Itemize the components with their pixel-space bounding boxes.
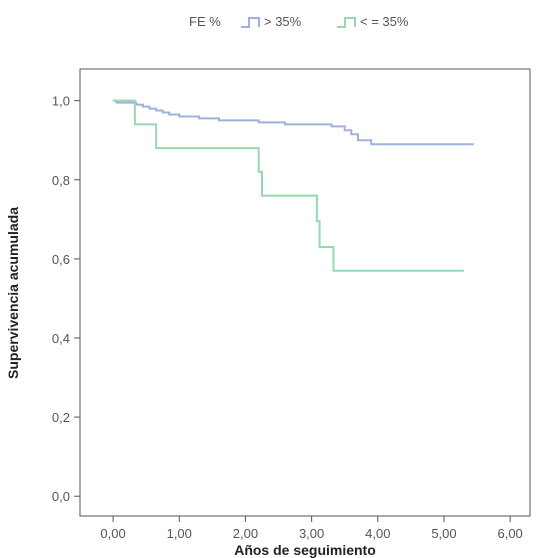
x-tick-label: 4,00 xyxy=(365,526,390,541)
y-tick-label: 0,6 xyxy=(52,252,70,267)
series-line-2 xyxy=(113,99,464,272)
y-tick-label: 0,8 xyxy=(52,173,70,188)
x-tick-label: 2,00 xyxy=(233,526,258,541)
plot-frame xyxy=(79,68,531,517)
x-tick-label: 5,00 xyxy=(431,526,456,541)
legend: FE % > 35% < = 35% xyxy=(189,14,409,29)
x-axis-title: Años de seguimiento xyxy=(234,542,376,558)
legend-title: FE % xyxy=(189,14,221,29)
y-tick-label: 1,0 xyxy=(52,94,70,109)
x-tick-label: 6,00 xyxy=(497,526,522,541)
y-axis-title: Supervivencia acumulada xyxy=(5,207,21,379)
legend-label-1: > 35% xyxy=(264,14,302,29)
y-tick-label: 0,2 xyxy=(52,410,70,425)
y-tick-label: 0,4 xyxy=(52,331,70,346)
y-tick-label: 0,0 xyxy=(52,489,70,504)
x-tick-label: 1,00 xyxy=(167,526,192,541)
y-axis-ticks: 0,0 0,2 0,4 0,6 0,8 1,0 xyxy=(52,94,80,504)
x-axis-ticks: 0,00 1,00 2,00 3,00 4,00 5,00 6,00 xyxy=(100,516,523,541)
x-tick-label: 0,00 xyxy=(100,526,125,541)
legend-items: > 35% < = 35% xyxy=(241,14,409,29)
legend-swatch-1 xyxy=(241,17,260,28)
series-line-1 xyxy=(113,99,474,146)
series-layer xyxy=(113,99,474,272)
legend-label-2: < = 35% xyxy=(360,14,409,29)
x-tick-label: 3,00 xyxy=(299,526,324,541)
legend-swatch-2 xyxy=(337,17,356,28)
